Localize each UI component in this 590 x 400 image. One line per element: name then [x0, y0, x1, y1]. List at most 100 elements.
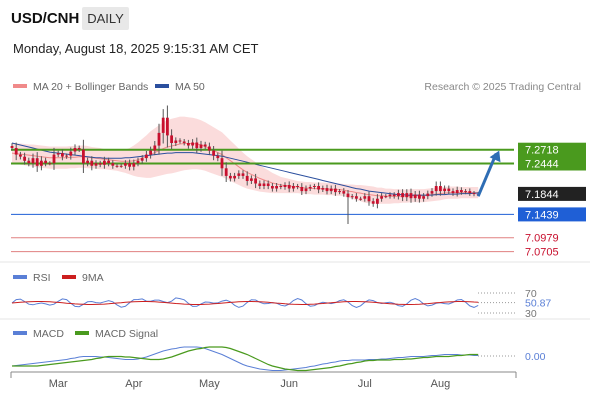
forecast-arrow	[476, 150, 501, 197]
candle-body	[149, 150, 152, 155]
candle-body	[464, 191, 467, 193]
candle-body	[224, 168, 228, 176]
x-axis: Mar Apr May Jun Jul Aug	[10, 371, 517, 390]
macd-line	[11, 346, 479, 371]
rsi-ma-legend-label: 9MA	[82, 272, 104, 284]
candle-body	[191, 142, 194, 146]
candle-body	[182, 141, 186, 143]
candle-body	[258, 183, 262, 186]
candle-body	[10, 146, 14, 148]
candle-body	[376, 198, 379, 204]
rsi-level-label: 70	[525, 288, 537, 300]
candle-body	[107, 160, 110, 164]
candle-body	[271, 186, 274, 189]
ma50-legend-swatch	[155, 84, 169, 88]
candle-body	[166, 117, 169, 136]
candle-body	[359, 198, 362, 200]
candle-body	[413, 194, 417, 199]
candle-body	[19, 154, 22, 157]
candle-body	[233, 175, 236, 179]
bollinger-band-area	[12, 116, 479, 204]
candle-body	[317, 186, 320, 190]
candle-body	[304, 188, 308, 192]
candle-body	[388, 194, 392, 197]
candle-body	[52, 154, 56, 164]
x-tick-label: Jul	[358, 378, 372, 390]
candle-body	[128, 163, 131, 167]
candle-body	[363, 196, 367, 199]
candle-body	[468, 191, 472, 194]
candle-body	[73, 148, 77, 152]
macd-signal-legend-label: MACD Signal	[95, 328, 158, 340]
candle-body	[292, 186, 295, 189]
candle-body	[325, 188, 329, 192]
level-label-bg	[518, 142, 586, 157]
candle-body	[367, 196, 371, 202]
candle-body	[212, 150, 215, 156]
candle-body	[199, 144, 203, 148]
candle-body	[287, 185, 291, 189]
candle-body	[250, 178, 253, 181]
level-label: 7.0705	[525, 247, 559, 259]
candle-body	[460, 190, 463, 193]
candle-body	[283, 185, 287, 187]
candle-body	[380, 196, 383, 199]
candle-body	[86, 160, 89, 164]
candlesticks	[10, 105, 480, 224]
ma20-legend-swatch	[13, 84, 27, 88]
macd-legend-label: MACD	[33, 328, 64, 340]
candle-body	[203, 144, 207, 147]
x-tick-label: Mar	[49, 378, 68, 390]
candle-body	[422, 196, 425, 199]
timeframe-badge: DAILY	[87, 11, 124, 26]
candle-body	[103, 160, 106, 165]
x-tick-label: May	[199, 378, 220, 390]
timeframe-badge-bg	[82, 7, 129, 30]
candle-body	[355, 196, 358, 199]
candle-body	[132, 163, 136, 167]
candle-body	[434, 186, 438, 192]
candle-body	[397, 193, 400, 197]
candle-body	[140, 158, 144, 161]
moving-averages	[11, 142, 479, 197]
candle-body	[346, 193, 350, 198]
candle-body	[153, 145, 157, 151]
candle-body	[392, 194, 396, 197]
macd-signal-legend-swatch	[75, 331, 89, 335]
candle-body	[31, 158, 35, 164]
candle-body	[439, 186, 442, 192]
candle-body	[90, 160, 94, 166]
symbol-title: USD/CNH	[11, 10, 79, 27]
level-label: 7.1844	[525, 189, 559, 201]
candle-body	[119, 165, 123, 167]
rsi-legend-label: RSI	[33, 272, 51, 284]
candle-body	[300, 187, 304, 192]
candle-body	[220, 158, 224, 169]
candle-body	[77, 148, 81, 150]
candle-body	[266, 183, 270, 186]
candle-body	[111, 163, 115, 166]
x-tick-label: Aug	[431, 378, 451, 390]
rsi-level-label: 30	[525, 308, 537, 320]
candle-body	[136, 160, 140, 164]
candle-body	[329, 188, 333, 192]
candle-body	[334, 188, 337, 193]
candle-body	[472, 193, 476, 195]
candle-body	[447, 188, 451, 192]
candle-body	[279, 186, 283, 187]
rsi-level-label: 50.87	[525, 298, 551, 310]
level-label-bg	[518, 156, 586, 171]
candle-body	[98, 163, 102, 165]
candle-body	[23, 156, 26, 161]
forecast-arrow-shaft	[476, 152, 498, 197]
candle-body	[44, 160, 47, 164]
candle-body	[237, 173, 241, 176]
candle-body	[161, 117, 165, 133]
candle-body	[409, 193, 413, 199]
candle-body	[245, 175, 249, 181]
candle-body	[443, 188, 446, 192]
rsi-line	[11, 297, 479, 309]
datetime-label: Monday, August 18, 2025 9:15:31 AM CET	[13, 41, 259, 56]
